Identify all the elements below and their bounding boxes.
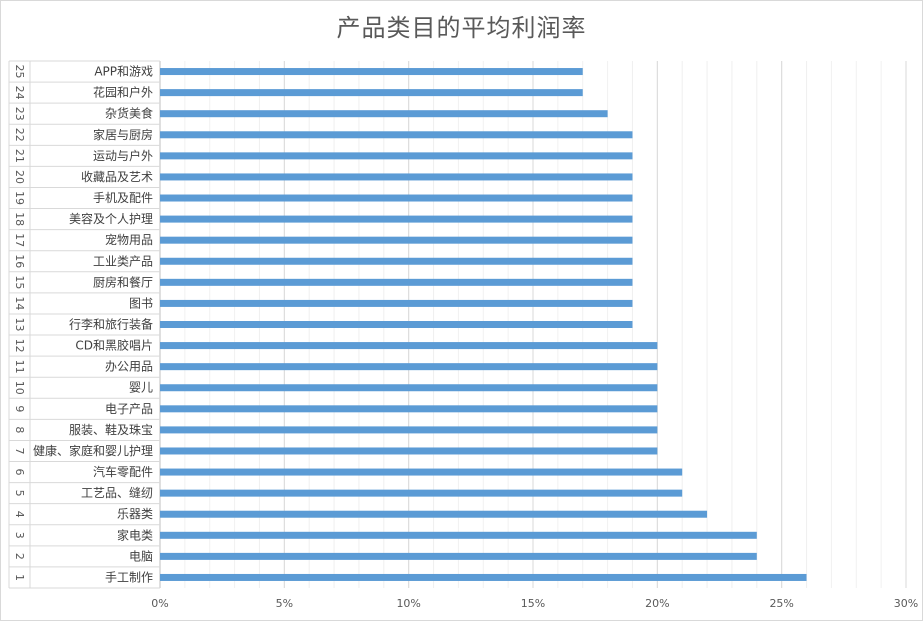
- bar: [160, 489, 683, 497]
- category-index-label: 20: [13, 170, 26, 184]
- category-index-label: 22: [13, 128, 26, 142]
- x-tick-label: 5%: [276, 597, 293, 610]
- bar: [160, 510, 708, 518]
- category-label: 运动与户外: [93, 148, 153, 163]
- x-tick-label: 30%: [894, 597, 918, 610]
- category-index-label: 21: [13, 149, 26, 163]
- bar: [160, 342, 658, 350]
- category-label: 工艺品、缝纫: [81, 485, 153, 500]
- category-label: 宠物用品: [105, 232, 153, 247]
- bar: [160, 426, 658, 434]
- bar: [160, 278, 633, 286]
- category-label: 手机及配件: [93, 191, 153, 205]
- category-index-label: 16: [13, 254, 26, 268]
- bar: [160, 236, 633, 244]
- bar: [160, 384, 658, 392]
- category-index-label: 14: [13, 296, 26, 310]
- category-index-label: 15: [13, 275, 26, 289]
- category-label: 电脑: [129, 549, 153, 563]
- category-index-label: 4: [13, 511, 26, 518]
- category-label: 收藏品及艺术: [81, 170, 153, 184]
- category-index-label: 2: [13, 553, 26, 560]
- category-index-label: 5: [13, 490, 26, 497]
- bar: [160, 257, 633, 265]
- category-index-label: 25: [13, 65, 26, 79]
- category-index-label: 10: [13, 381, 26, 395]
- category-index-label: 19: [13, 191, 26, 205]
- category-index-label: 6: [13, 469, 26, 476]
- bar: [160, 573, 807, 581]
- bar: [160, 68, 583, 76]
- category-index-label: 8: [13, 426, 26, 433]
- category-label: 杂货美食: [105, 106, 153, 121]
- category-label: 汽车零配件: [93, 464, 153, 479]
- category-label: 美容及个人护理: [69, 211, 153, 226]
- bar: [160, 299, 633, 307]
- category-index-label: 7: [13, 447, 26, 454]
- bar: [160, 215, 633, 223]
- category-index-label: 18: [13, 212, 26, 226]
- bar: [160, 552, 757, 560]
- bar: [160, 468, 683, 476]
- x-tick-label: 10%: [396, 597, 420, 610]
- category-label: 行李和旅行装备: [69, 317, 153, 332]
- category-label: 花园和户外: [93, 85, 153, 100]
- chart-title: 产品类目的平均利润率: [336, 14, 587, 42]
- category-label: 家电类: [117, 527, 153, 542]
- bar: [160, 405, 658, 413]
- bar: [160, 131, 633, 139]
- x-tick-label: 0%: [151, 597, 168, 610]
- bar: [160, 363, 658, 371]
- category-label: APP和游戏: [94, 65, 153, 79]
- bar: [160, 173, 633, 181]
- x-tick-label: 25%: [769, 597, 793, 610]
- category-index-label: 24: [13, 86, 26, 100]
- category-index-label: 9: [13, 405, 26, 412]
- category-label: 家居与厨房: [93, 127, 153, 142]
- category-label: 工业类产品: [93, 254, 153, 268]
- category-index-label: 3: [13, 532, 26, 539]
- bar: [160, 110, 608, 118]
- category-label: 手工制作: [105, 570, 153, 584]
- category-label: CD和黑胶唱片: [75, 338, 153, 353]
- category-index-label: 13: [13, 318, 26, 332]
- bar: [160, 89, 583, 97]
- category-label: 服装、鞋及珠宝: [69, 422, 153, 437]
- category-label: 健康、家庭和婴儿护理: [33, 443, 153, 458]
- category-label: 厨房和餐厅: [93, 274, 153, 289]
- category-label: 乐器类: [117, 507, 153, 521]
- x-tick-label: 15%: [521, 597, 545, 610]
- category-index-label: 1: [13, 574, 26, 581]
- bar: [160, 447, 658, 455]
- category-label: 婴儿: [129, 381, 153, 395]
- category-index-label: 11: [13, 360, 26, 374]
- category-index-label: 17: [13, 233, 26, 247]
- bar: [160, 321, 633, 328]
- x-tick-label: 20%: [645, 597, 669, 610]
- category-index-label: 12: [13, 339, 26, 353]
- category-label: 图书: [129, 296, 153, 310]
- bar: [160, 152, 633, 160]
- bar: [160, 194, 633, 202]
- category-index-label: 23: [13, 107, 26, 121]
- category-label: 电子产品: [105, 402, 153, 416]
- bar: [160, 531, 757, 539]
- category-label: 办公用品: [105, 359, 153, 374]
